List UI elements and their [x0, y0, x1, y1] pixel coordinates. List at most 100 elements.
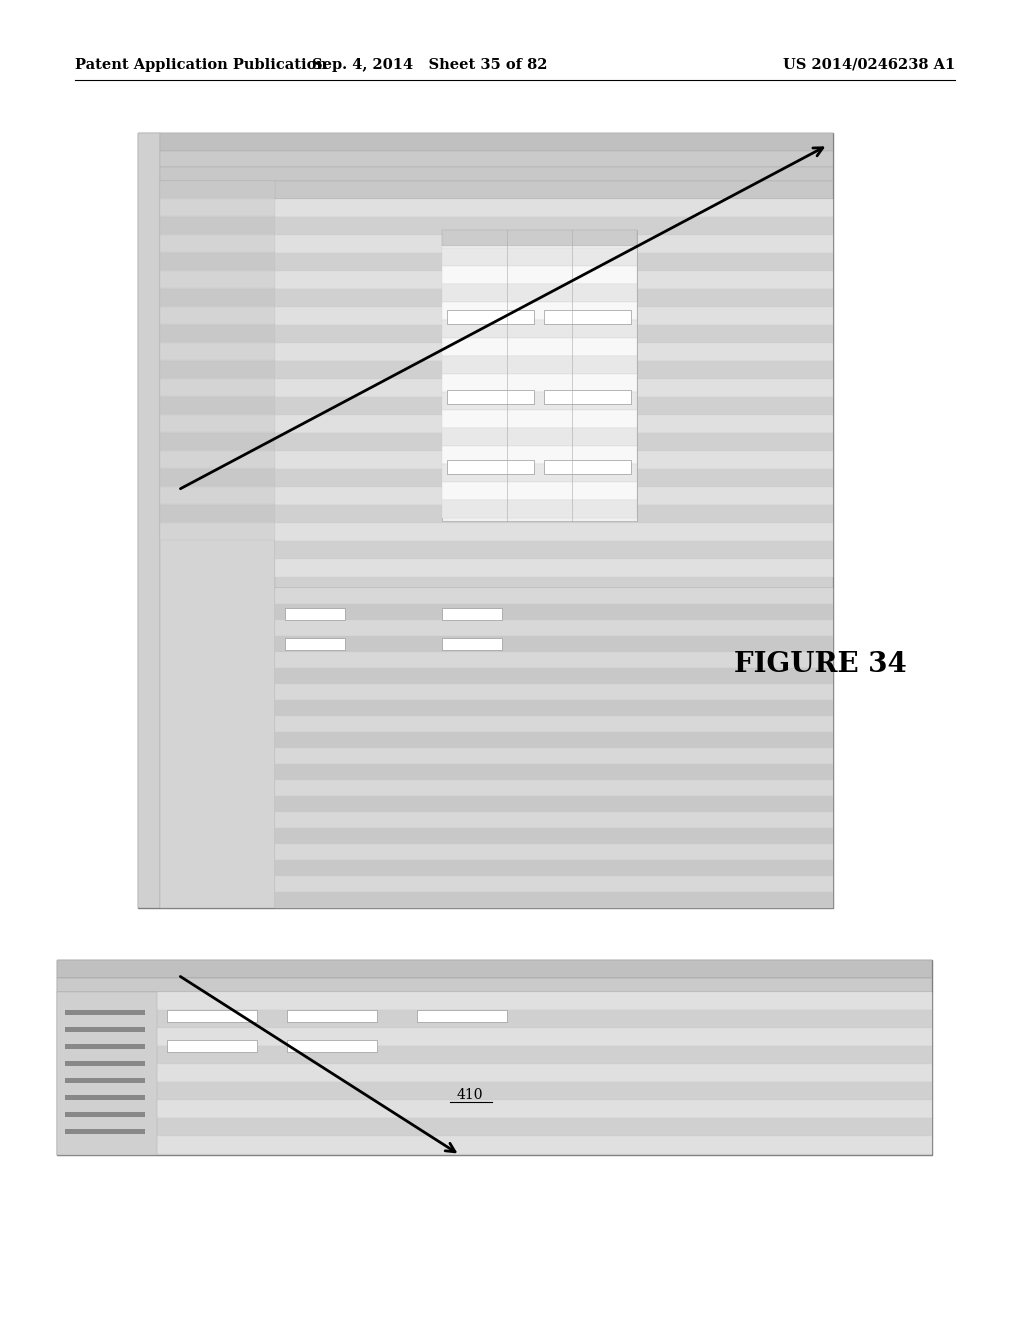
Bar: [57, 1028, 932, 1045]
Bar: [544, 389, 631, 404]
Bar: [160, 235, 275, 252]
Bar: [65, 1111, 145, 1117]
Bar: [442, 411, 637, 428]
Bar: [160, 308, 275, 323]
Bar: [275, 199, 833, 216]
Bar: [160, 150, 833, 168]
Bar: [442, 230, 637, 248]
Bar: [275, 343, 833, 360]
Bar: [442, 267, 637, 284]
Bar: [447, 389, 534, 404]
Bar: [275, 181, 833, 199]
Bar: [442, 230, 637, 521]
Bar: [285, 638, 345, 649]
Bar: [57, 1100, 932, 1118]
Bar: [275, 668, 833, 684]
Bar: [275, 506, 833, 523]
Bar: [160, 379, 275, 396]
Bar: [447, 459, 534, 474]
Bar: [160, 253, 275, 271]
Bar: [275, 843, 833, 861]
Bar: [275, 253, 833, 271]
Bar: [57, 1137, 932, 1154]
Text: US 2014/0246238 A1: US 2014/0246238 A1: [782, 58, 955, 73]
Bar: [275, 876, 833, 892]
Bar: [442, 356, 637, 374]
Bar: [57, 1118, 932, 1137]
Bar: [442, 338, 637, 356]
Bar: [447, 310, 534, 323]
Bar: [138, 133, 160, 908]
Bar: [442, 609, 502, 620]
Bar: [275, 451, 833, 469]
Bar: [275, 308, 833, 325]
Bar: [275, 397, 833, 414]
Bar: [417, 1010, 507, 1022]
Bar: [160, 469, 275, 486]
Bar: [160, 433, 275, 450]
Bar: [275, 235, 833, 253]
Bar: [442, 248, 637, 267]
Bar: [275, 360, 833, 379]
Bar: [442, 482, 637, 500]
Bar: [57, 1082, 932, 1100]
Bar: [57, 1045, 932, 1064]
Bar: [275, 541, 833, 558]
Bar: [167, 1010, 257, 1022]
Bar: [138, 133, 833, 908]
Bar: [160, 289, 275, 306]
Bar: [275, 523, 833, 541]
Bar: [285, 609, 345, 620]
Bar: [57, 993, 932, 1155]
Bar: [160, 181, 275, 198]
Bar: [442, 446, 637, 465]
Bar: [275, 652, 833, 668]
Bar: [275, 748, 833, 764]
Bar: [160, 414, 275, 432]
Bar: [442, 500, 637, 517]
Bar: [57, 1010, 932, 1028]
Bar: [57, 978, 932, 993]
Bar: [442, 428, 637, 446]
Bar: [275, 780, 833, 796]
Bar: [160, 325, 275, 342]
Bar: [442, 230, 637, 246]
Bar: [57, 960, 932, 1155]
Bar: [160, 199, 275, 216]
Bar: [275, 764, 833, 780]
Bar: [65, 1078, 145, 1082]
Bar: [442, 302, 637, 319]
Bar: [65, 1010, 145, 1015]
Bar: [544, 459, 631, 474]
Bar: [544, 310, 631, 323]
Bar: [275, 715, 833, 733]
Bar: [65, 1027, 145, 1032]
Bar: [160, 271, 275, 288]
Bar: [442, 465, 637, 482]
Bar: [275, 620, 833, 636]
Bar: [160, 360, 275, 378]
Bar: [275, 636, 833, 652]
Bar: [442, 284, 637, 302]
Bar: [275, 605, 833, 620]
Bar: [160, 343, 275, 360]
Bar: [167, 1040, 257, 1052]
Bar: [275, 216, 833, 235]
Bar: [275, 892, 833, 908]
Text: 410: 410: [457, 1088, 483, 1102]
Bar: [275, 587, 833, 908]
Bar: [442, 638, 502, 649]
Bar: [65, 1061, 145, 1067]
Bar: [275, 684, 833, 700]
Bar: [65, 1096, 145, 1100]
Text: Sep. 4, 2014   Sheet 35 of 82: Sep. 4, 2014 Sheet 35 of 82: [312, 58, 548, 73]
Bar: [275, 199, 833, 587]
Bar: [65, 1129, 145, 1134]
Bar: [275, 414, 833, 433]
Bar: [57, 960, 932, 978]
Bar: [442, 374, 637, 392]
Bar: [160, 451, 275, 469]
Text: Patent Application Publication: Patent Application Publication: [75, 58, 327, 73]
Bar: [160, 506, 275, 521]
Bar: [160, 487, 275, 504]
